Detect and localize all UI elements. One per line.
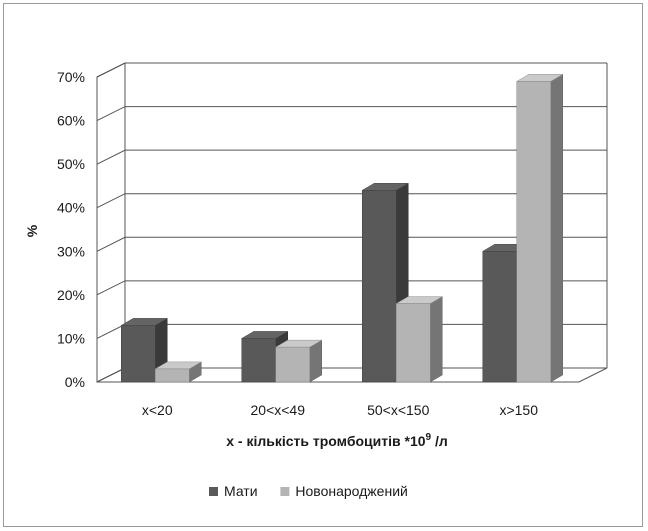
bar-front (155, 368, 190, 383)
y-tick-labels: 0% 10% 20% 30% 40% 50% 60% 70% (57, 69, 85, 390)
chart-frame: 0% 10% 20% 30% 40% 50% 60% 70% x<20 20<x<49 50<x<… (3, 3, 643, 527)
y-tick-label: 30% (57, 243, 85, 259)
y-tick-label: 60% (57, 113, 85, 129)
legend-swatch (280, 487, 290, 496)
y-tick-label: 40% (57, 200, 85, 216)
y-axis-label: % (24, 224, 40, 237)
bar (395, 296, 444, 383)
gridline (96, 193, 607, 209)
gridline (96, 106, 607, 122)
side-wall (96, 62, 126, 383)
bar-front (121, 325, 156, 383)
x-tick-label: 20<x<49 (251, 402, 306, 418)
gridlines (96, 62, 607, 383)
y-tick-label: 70% (57, 69, 85, 85)
x-axis-label-unit: /л (431, 433, 448, 449)
bar (515, 73, 564, 383)
bar-side (550, 73, 563, 383)
gridline (96, 62, 607, 78)
bars (120, 73, 564, 383)
bar-front (482, 251, 517, 383)
legend-swatch (209, 487, 218, 496)
bar (274, 339, 323, 383)
x-axis-label: x - кількість тромбоцитів *109 /л (226, 432, 448, 449)
bar (361, 182, 410, 383)
bar-front (516, 81, 551, 383)
y-tick-label: 0% (65, 374, 85, 390)
bar-front (396, 303, 431, 383)
bar (120, 317, 169, 383)
x-axis-label-sup: 9 (426, 432, 432, 443)
bar-front (362, 190, 397, 383)
bar-side (430, 296, 443, 383)
x-tick-label: 50<x<150 (367, 402, 429, 418)
gridline (96, 236, 607, 252)
x-tick-labels: x<20 20<x<49 50<x<150 x>150 (142, 402, 538, 418)
bar-front (241, 338, 276, 383)
y-tick-label: 10% (57, 330, 85, 346)
x-tick-label: x<20 (142, 402, 173, 418)
x-tick-label: x>150 (499, 402, 538, 418)
bar (154, 361, 203, 383)
legend-item: Мати (209, 483, 258, 499)
y-tick-label: 50% (57, 156, 85, 172)
gridline (96, 149, 607, 165)
y-tick-label: 20% (57, 287, 85, 303)
legend: Мати Новонароджений (209, 483, 408, 499)
bar-front (275, 346, 310, 383)
legend-label: Новонароджений (295, 483, 407, 499)
gridline (96, 280, 607, 296)
x-axis-label-main: x - кількість тромбоцитів *10 (226, 433, 425, 449)
legend-item: Новонароджений (280, 483, 408, 499)
chart: 0% 10% 20% 30% 40% 50% 60% 70% x<20 20<x<49 50<x<… (24, 62, 608, 499)
legend-label: Мати (224, 483, 258, 499)
bar-side (309, 339, 322, 383)
